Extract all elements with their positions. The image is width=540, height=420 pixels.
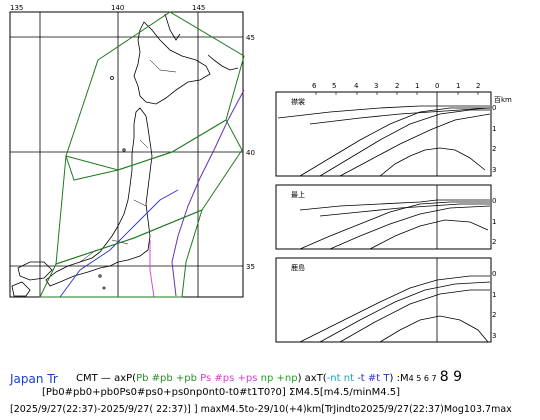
- caption-cmt: CMT — axP(: [76, 373, 137, 384]
- caption-line-3: [2025/9/27(22:37)-2025/9/27( 22:37)] ] m…: [10, 404, 512, 415]
- coast-honshu: [45, 107, 153, 287]
- section-curves-kashima: [299, 275, 491, 343]
- caption-axt: ) axT(: [297, 373, 327, 384]
- section-unit-label: 百km: [494, 96, 512, 104]
- coast-kuril: [207, 54, 239, 71]
- section-polygon-kashima: [39, 209, 203, 298]
- x-tick-6: 6: [312, 82, 317, 90]
- depth-tick-erimo-3: 3: [492, 166, 496, 174]
- x-tick-0: 0: [435, 82, 439, 90]
- caption-line-1: CMT — axP(Pb #pb +pb Ps #ps +ps np +np) …: [76, 369, 462, 385]
- caption-nt: -nt nt: [326, 373, 355, 384]
- section-x-tickmarks-erimo: [315, 92, 479, 95]
- caption-mag-small: 4 5 6 7: [408, 374, 437, 383]
- x-tick-1: 1: [415, 82, 419, 90]
- coast-sakhalin: [164, 13, 181, 41]
- map-panel: 135 140 145 45 40 35: [9, 4, 255, 298]
- section-x-ticks: 6 5 4 3 2 1 0 1 2: [312, 82, 480, 90]
- section-curves-mogami: [299, 199, 491, 250]
- lon-tick-140: 140: [111, 4, 124, 12]
- section-frame-kashima: [275, 257, 492, 343]
- section-panel-erimo: 襟裳 0 1 2 3: [275, 91, 496, 177]
- section-frame-erimo: [275, 91, 492, 177]
- depth-tick-erimo-0: 0: [492, 104, 496, 112]
- lon-tick-135: 135: [10, 4, 23, 12]
- map-graticule: [10, 12, 243, 297]
- section-polygons: [39, 11, 245, 298]
- caption-m: :M: [396, 373, 409, 384]
- section-curves-erimo: [277, 105, 491, 177]
- x-tick-3: 3: [374, 82, 378, 90]
- plate-contour-magenta: [149, 240, 155, 298]
- lat-tick-35: 35: [246, 263, 255, 271]
- coast-shikoku: [17, 261, 53, 281]
- section-panel-mogami: 最上 0 1 2: [275, 184, 496, 250]
- section-frame-mogami: [275, 184, 492, 250]
- depth-tick-kashima-1: 1: [492, 291, 496, 299]
- lat-tick-40: 40: [246, 149, 255, 157]
- x-tick-4: 4: [354, 82, 359, 90]
- depth-tick-kashima-2: 2: [492, 311, 496, 319]
- x-tick-5: 5: [332, 82, 336, 90]
- x-tick-p1: 1: [456, 82, 460, 90]
- x-tick-p2: 2: [476, 82, 480, 90]
- trench-line-purple: [171, 89, 245, 297]
- caption-pb: Pb #pb +pb: [136, 373, 197, 384]
- depth-tick-erimo-2: 2: [492, 145, 496, 153]
- caption-line-2: [Pb0#pb0+pb0Ps0#ps0+ps0np0nt0-t0#t1T0?0]…: [42, 387, 401, 398]
- plate-contour-blue: [59, 189, 179, 298]
- coastlines: [11, 13, 239, 297]
- depth-tick-kashima-3: 3: [492, 332, 496, 340]
- depth-tick-kashima-0: 0: [492, 270, 496, 278]
- caption-mag-big: 8 9: [439, 369, 463, 385]
- depth-tick-erimo-1: 1: [492, 125, 496, 133]
- map-frame: [9, 11, 244, 298]
- coast-island-3: [98, 274, 102, 278]
- section-label-mogami: 最上: [291, 190, 305, 199]
- caption-t: -t #t T: [357, 373, 390, 384]
- x-tick-2: 2: [395, 82, 399, 90]
- depth-tick-mogami-1: 1: [492, 218, 496, 226]
- section-panels: 6 5 4 3 2 1 0 1 2 百km 襟裳 0 1 2 3: [275, 82, 512, 343]
- caption-ps: Ps #ps +ps: [200, 373, 258, 384]
- section-label-erimo: 襟裳: [291, 97, 305, 106]
- coast-island-1: [110, 76, 114, 80]
- coast-island-4: [102, 286, 106, 290]
- lon-tick-145: 145: [192, 4, 205, 12]
- lat-tick-45: 45: [246, 34, 255, 42]
- coast-hokkaido: [133, 21, 211, 105]
- caption-np: np +np: [260, 373, 298, 384]
- section-label-kashima: 鹿島: [291, 263, 305, 272]
- caption-close: ): [389, 373, 394, 384]
- section-panel-kashima: 鹿島 0 1 2 3: [275, 257, 496, 343]
- caption-title: Japan Tr: [10, 372, 58, 386]
- depth-tick-mogami-2: 2: [492, 238, 496, 246]
- depth-tick-mogami-0: 0: [492, 197, 496, 205]
- coast-island-2: [122, 148, 126, 152]
- coast-kyushu: [11, 281, 31, 297]
